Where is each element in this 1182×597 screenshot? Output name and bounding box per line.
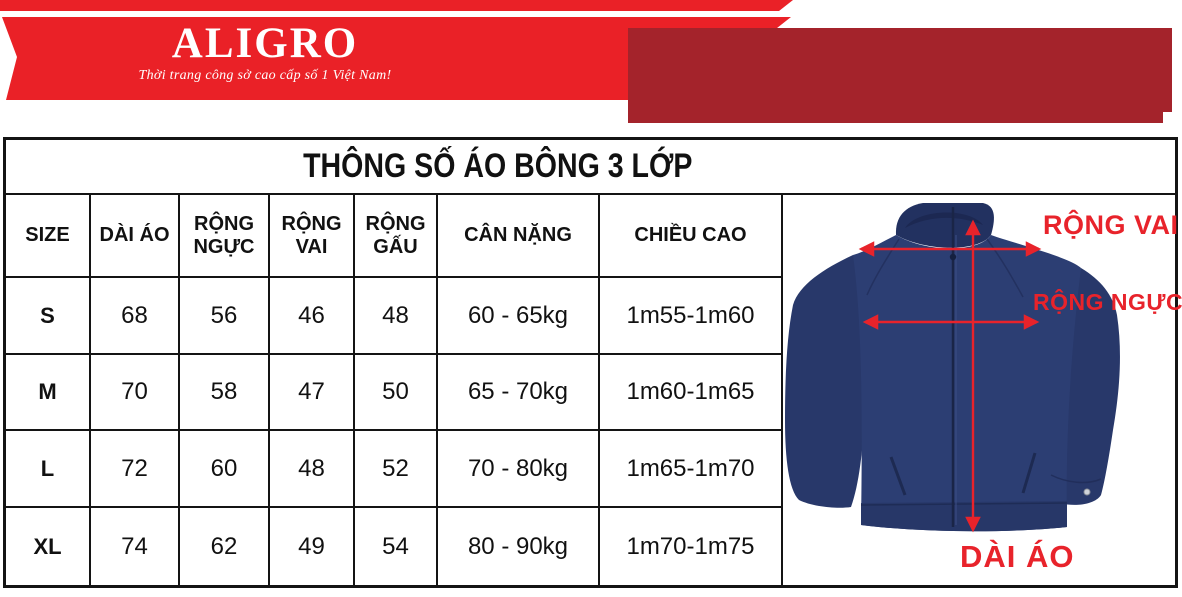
table-cell: 1m60-1m65 [600, 355, 781, 429]
table-cell: 1m55-1m60 [600, 278, 781, 353]
table-cell: 60 [180, 431, 268, 506]
brand-name: ALIGRO [171, 20, 359, 67]
column-header-dai-ao: DÀI ÁO [91, 195, 178, 276]
brand-tagline: Thời trang công sở cao cấp số 1 Việt Nam… [138, 68, 392, 84]
column-header-rong-vai: RỘNG VAI [270, 195, 353, 276]
banner-top-strip [0, 0, 793, 11]
table-cell: 74 [91, 508, 178, 585]
table-title-row: THÔNG SỐ ÁO BÔNG 3 LỚP [6, 140, 1175, 193]
table-cell: 48 [270, 431, 353, 506]
table-cell: 68 [91, 278, 178, 353]
zipper-pull-icon [949, 253, 957, 261]
table-cell: 56 [180, 278, 268, 353]
banner-dark-rectangle [628, 28, 1172, 123]
column-header-rong-gau: RỘNG GẤU [355, 195, 436, 276]
column-header-chieu-cao: CHIỀU CAO [600, 195, 781, 276]
table-cell: 48 [355, 278, 436, 353]
table-cell: 52 [355, 431, 436, 506]
jacket-image [785, 203, 1120, 533]
table-cell: 58 [180, 355, 268, 429]
table-title: THÔNG SỐ ÁO BÔNG 3 LỚP [302, 147, 693, 185]
table-cell: 50 [355, 355, 436, 429]
column-header-rong-nguc: RỘNG NGỰC [180, 195, 268, 276]
column-header-can-nang: CÂN NẶNG [438, 195, 598, 276]
column-header-size: SIZE [6, 195, 89, 276]
table-cell: 54 [355, 508, 436, 585]
table-cell: 47 [270, 355, 353, 429]
length-label: DÀI ÁO [960, 539, 1075, 574]
cuff-button-icon [1083, 488, 1091, 496]
header-banner: ALIGRO Thời trang công sở cao cấp số 1 V… [0, 0, 1182, 130]
table-cell: 1m65-1m70 [600, 431, 781, 506]
table-cell: M [6, 355, 89, 429]
table-cell: 80 - 90kg [438, 508, 598, 585]
shoulder-width-label: RỘNG VAI [1043, 210, 1179, 240]
table-cell: 65 - 70kg [438, 355, 598, 429]
table-cell: 49 [270, 508, 353, 585]
brand-logo: ALIGRO Thời trang công sở cao cấp số 1 V… [85, 20, 445, 84]
size-spec-table: THÔNG SỐ ÁO BÔNG 3 LỚP [3, 137, 1182, 588]
banner-ribbon-graphic [0, 0, 1172, 123]
table-cell: 70 [91, 355, 178, 429]
jacket-measure-panel: RỘNG VAI RỘNG NGỰC DÀI ÁO [783, 195, 1182, 585]
table-cell: S [6, 278, 89, 353]
table-cell: 1m70-1m75 [600, 508, 781, 585]
jacket-illustration [785, 203, 1120, 532]
table-cell: 46 [270, 278, 353, 353]
table-cell: 62 [180, 508, 268, 585]
table-cell: 70 - 80kg [438, 431, 598, 506]
table-cell: 60 - 65kg [438, 278, 598, 353]
measurement-arrows [858, 219, 1042, 533]
banner-main-ribbon [2, 17, 791, 100]
table-cell: L [6, 431, 89, 506]
table-cell: 72 [91, 431, 178, 506]
table-cell: XL [6, 508, 89, 585]
chest-width-label: RỘNG NGỰC [1033, 289, 1182, 315]
